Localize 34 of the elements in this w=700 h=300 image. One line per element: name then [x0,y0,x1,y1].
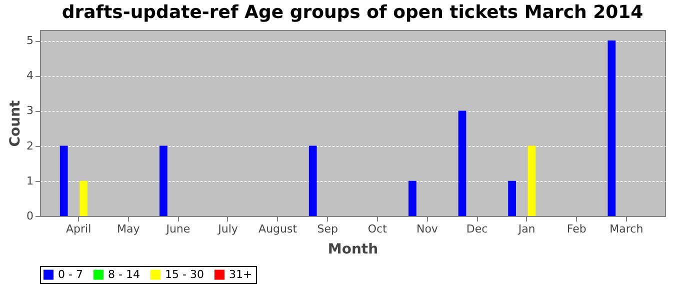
x-tick-label: Oct [368,222,388,236]
chart-title: drafts-update-ref Age groups of open tickets March 2014 [62,2,644,23]
x-tick-label: June [165,222,190,236]
y-axis-title: Count [8,100,24,147]
bar [528,146,536,216]
bar [160,146,168,216]
legend-label: 8 - 14 [108,268,140,281]
x-tick-label: August [258,222,298,236]
legend-label: 0 - 7 [58,268,83,281]
y-tick-label: 3 [26,104,34,118]
x-tick-label: March [610,222,644,236]
x-tick-label: April [66,222,92,236]
x-tick-label: Sep [317,222,338,236]
x-axis-title: Month [328,242,378,258]
legend-label: 15 - 30 [165,268,204,281]
bar [508,180,516,216]
bar [458,110,466,216]
x-tick-label: Feb [566,222,586,236]
y-tick-label: 2 [26,139,34,152]
bar [308,146,317,216]
y-tick-label: 5 [26,34,34,48]
bar [80,180,88,216]
y-tick-label: 0 [26,210,34,222]
x-tick-label: May [117,222,140,236]
legend-label: 31+ [229,268,252,281]
x-tick-label: Dec [466,222,488,236]
bar [408,180,416,216]
y-tick-label: 4 [26,69,34,82]
bar [60,146,68,216]
x-tick-label: Jan [517,222,536,236]
x-tick-label: July [217,222,238,236]
x-tick-label: Nov [416,222,438,236]
y-tick-label: 1 [26,174,34,188]
bar [608,40,616,216]
